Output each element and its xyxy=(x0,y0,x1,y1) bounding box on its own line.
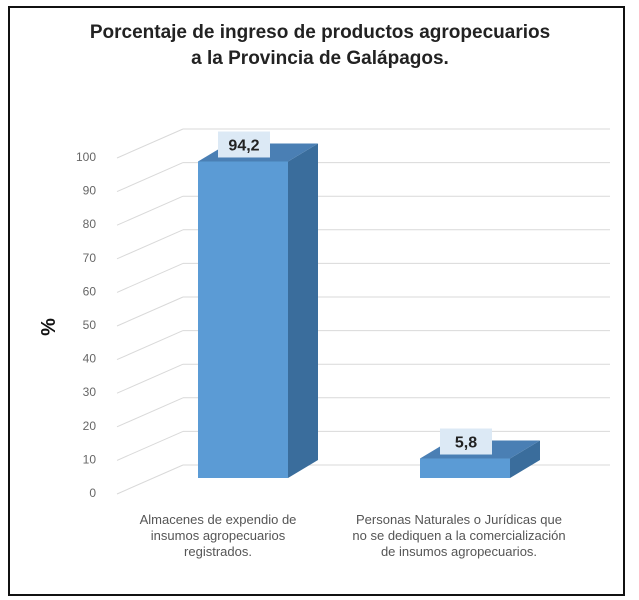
data-label: 5,8 xyxy=(455,435,477,452)
gridline-diag xyxy=(116,229,184,260)
y-tick-label: 10 xyxy=(83,452,97,466)
y-tick-label: 80 xyxy=(83,217,97,231)
y-tick-label: 20 xyxy=(83,419,97,433)
gridline-diag xyxy=(116,464,184,495)
y-tick-label: 90 xyxy=(83,184,97,198)
x-category-label: Almacenes de expendio de insumos agropec… xyxy=(139,512,297,559)
bar-side xyxy=(288,143,318,478)
gridline-diag xyxy=(116,296,184,327)
x-category-label: Personas Naturales o Jurídicas que no se… xyxy=(352,512,566,559)
bar: 5,8 xyxy=(420,428,540,478)
y-tick-labels: 0 10 20 30 40 50 60 70 80 90 100 xyxy=(76,150,96,500)
data-label-box xyxy=(440,428,492,455)
data-label: 94,2 xyxy=(228,137,259,154)
data-label-box xyxy=(218,131,270,158)
gridline-diag xyxy=(116,162,184,193)
bar-front xyxy=(420,458,510,478)
y-tick-label: 60 xyxy=(83,284,97,298)
gridline-diag xyxy=(116,430,184,461)
y-tick-label: 30 xyxy=(83,385,97,399)
chart-title: Porcentaje de ingreso de productos agrop… xyxy=(40,20,600,72)
bar-side xyxy=(510,440,540,478)
y-axis-label: % xyxy=(38,318,60,336)
gridline-diag xyxy=(116,330,184,361)
y-tick-label: 0 xyxy=(89,486,96,500)
chart-title-line-1: Porcentaje de ingreso de productos agrop… xyxy=(89,22,551,43)
gridline-diag xyxy=(116,195,184,226)
chart-title-line-2: a la Provincia de Galápagos. xyxy=(191,48,449,69)
bar: 94,2 xyxy=(198,131,318,478)
gridline-diag xyxy=(116,363,184,394)
y-tick-label: 50 xyxy=(83,318,97,332)
gridline-diag xyxy=(116,262,184,293)
bars: 94,2 5,8 xyxy=(198,131,540,478)
gridline-diag xyxy=(116,397,184,428)
gridline-diag xyxy=(116,128,184,159)
bar-front xyxy=(198,161,288,478)
grid-lines xyxy=(116,128,610,495)
y-tick-label: 100 xyxy=(76,150,96,164)
y-tick-label: 70 xyxy=(83,251,97,265)
y-tick-label: 40 xyxy=(83,352,97,366)
